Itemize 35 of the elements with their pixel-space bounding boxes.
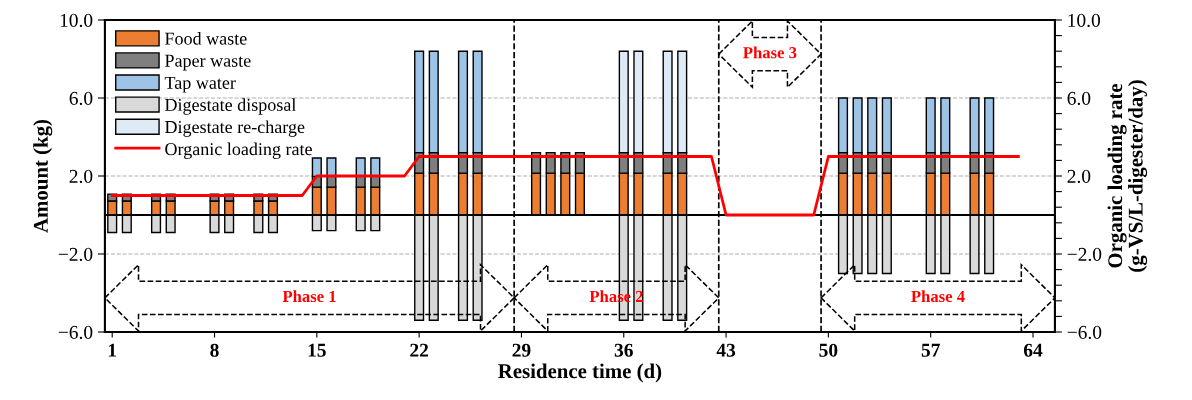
legend-label: Food waste (165, 32, 247, 45)
y-tick-label: 10.0 (60, 13, 93, 28)
bar (370, 157, 381, 178)
x-tick-label: 43 (716, 343, 736, 357)
x-tick-label: 15 (308, 343, 326, 357)
legend-label: Digestate disposal (165, 98, 296, 115)
x-tick-label: 29 (512, 343, 531, 357)
x-tick-label: 1 (108, 343, 117, 357)
x-tick-label: 8 (210, 343, 219, 357)
y-tick-label: −6.0 (58, 325, 93, 340)
y2-tick-label: 10.0 (1068, 13, 1101, 28)
y-tick-label: −2.0 (58, 247, 93, 262)
y-tick-label: 6.0 (69, 91, 93, 106)
y2-axis-title: Organic loading rate (g-VS/L-digester/day) (1107, 80, 1148, 272)
y2-tick-label: 6.0 (1067, 91, 1091, 106)
legend-label: Tap water (164, 76, 236, 93)
bar (355, 157, 366, 178)
x-tick-label: 64 (1023, 343, 1043, 357)
x-tick-label: 50 (819, 343, 838, 357)
bar (326, 157, 337, 178)
x-tick-label: 57 (921, 343, 940, 357)
y2-tick-label: −6.0 (1067, 325, 1102, 340)
annotation: Phase 1 (282, 290, 336, 303)
x-tick-label: 22 (410, 343, 429, 357)
legend-label: Digestate re-charge (165, 120, 305, 137)
y-axis-title: Amount (kg) (33, 119, 53, 233)
x-tick-label: 36 (614, 343, 633, 357)
annotation: Phase 4 (911, 290, 965, 303)
legend-label: Organic loading rate (165, 142, 312, 159)
annotation: Phase 3 (743, 46, 797, 59)
x-axis-title: Residence time (d) (498, 363, 662, 383)
legend-label: Paper waste (165, 54, 251, 71)
y-tick-label: 2.0 (69, 169, 93, 184)
y2-tick-label: −2.0 (1067, 247, 1102, 262)
y2-tick-label: 2.0 (1067, 169, 1091, 184)
